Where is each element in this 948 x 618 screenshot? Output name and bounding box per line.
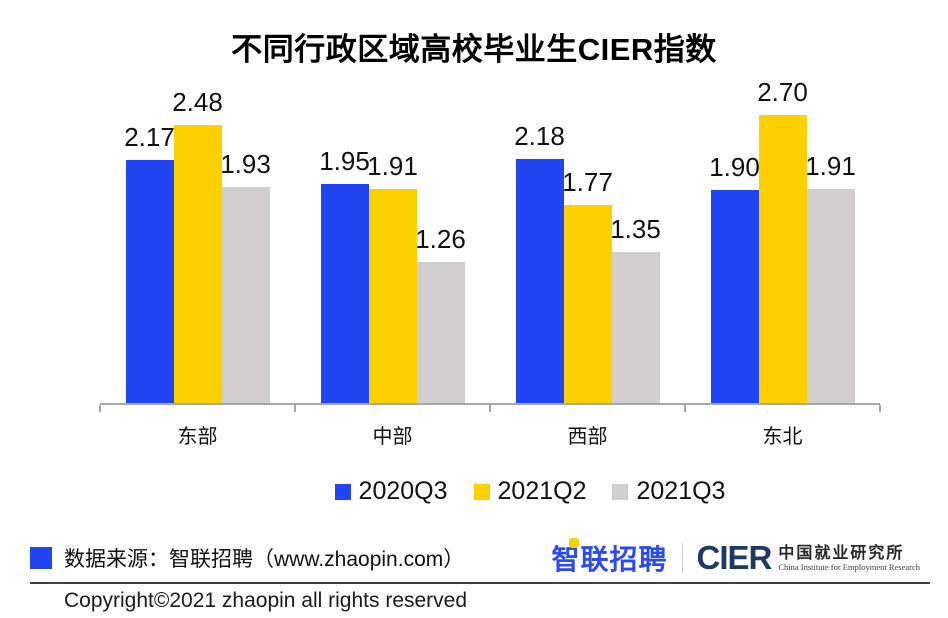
x-axis-line [99, 403, 881, 412]
bar [173, 125, 222, 403]
bar-group: 2.18 1.77 1.35 [490, 78, 685, 403]
x-axis-category-label: 西部 [567, 426, 608, 448]
legend-item: 2020Q3 [334, 477, 448, 506]
bar-value-label: 1.35 [610, 213, 661, 244]
x-axis-tick [99, 405, 101, 412]
legend-swatch [334, 483, 351, 500]
cier-logo-chinese-name: 中国就业研究所 [778, 544, 905, 562]
bar [611, 251, 660, 403]
bar [710, 190, 759, 403]
plot-area: 2.17 2.48 1.93 1.95 1.91 1.26 2.18 1.77 1.35 1.90… [100, 78, 880, 403]
bar-column: 1.77 [562, 78, 613, 403]
bar [125, 159, 174, 403]
bar-column: 1.91 [805, 78, 856, 403]
bar [320, 184, 369, 403]
copyright-text: Copyright©2021 zhaopin all rights reserv… [64, 589, 468, 612]
bar-column: 2.17 [124, 78, 175, 403]
bar-value-label: 2.70 [757, 77, 808, 107]
x-axis-category-label: 东北 [762, 426, 803, 448]
legend-label: 2021Q2 [497, 477, 587, 505]
cier-logo-text: CIER [696, 539, 773, 576]
footer-divider [30, 582, 930, 584]
bar [515, 158, 564, 403]
bar [806, 188, 855, 403]
x-axis-category-label: 中部 [372, 426, 413, 448]
x-axis-labels: 东部 中部 西部 东北 [100, 420, 880, 449]
bar-value-label: 1.90 [709, 152, 760, 183]
bar-column: 2.18 [514, 78, 565, 403]
bar-column: 1.93 [220, 78, 271, 403]
bar-value-label: 1.95 [319, 146, 370, 177]
legend-item: 2021Q3 [612, 477, 725, 506]
bar-column: 1.35 [610, 78, 661, 403]
logo-block: 智联招聘 CIER 中国就业研究所 China Institute for Em… [552, 538, 920, 578]
legend-item: 2021Q2 [473, 477, 587, 506]
source-text: 数据来源：智联招聘（www.zhaopin.com） [64, 548, 465, 571]
x-axis-tick [684, 405, 686, 412]
cier-logo-names: 中国就业研究所 China Institute for Employment R… [778, 545, 920, 572]
logo-separator [681, 543, 683, 573]
bar-value-label: 1.26 [415, 223, 466, 254]
bar-value-label: 1.77 [562, 166, 613, 197]
x-axis-tick [489, 405, 491, 412]
legend-label: 2021Q3 [636, 477, 726, 505]
chart-title: 不同行政区域高校毕业生CIER指数 [231, 32, 717, 67]
bar-column: 2.48 [172, 78, 223, 403]
bar-group: 1.95 1.91 1.26 [295, 78, 490, 403]
bar-column: 1.26 [415, 78, 466, 403]
source-bullet-square [30, 547, 52, 569]
bar-column: 2.70 [757, 77, 808, 403]
legend-swatch [612, 483, 629, 500]
bar-value-label: 2.48 [172, 87, 223, 118]
zhaopin-logo: 智联招聘 [552, 538, 668, 578]
cier-logo: CIER 中国就业研究所 China Institute for Employm… [696, 539, 920, 576]
cier-logo-english-name: China Institute for Employment Research [778, 561, 920, 572]
bar [758, 115, 807, 403]
bar [368, 188, 417, 403]
source-row: 数据来源：智联招聘（www.zhaopin.com） 智联招聘 CIER 中国就… [30, 538, 920, 575]
bar-column: 1.90 [709, 78, 760, 403]
bar [221, 186, 270, 403]
legend: 2020Q3 2021Q2 2021Q3 [140, 477, 920, 506]
bar-value-label: 2.18 [514, 120, 565, 151]
x-axis-category-label: 东部 [177, 426, 218, 448]
x-axis-tick [294, 405, 296, 412]
zhaopin-logo-text: 智联招聘 [551, 544, 668, 575]
bar [563, 204, 612, 403]
x-axis-tick [879, 405, 881, 412]
bar-value-label: 1.91 [367, 150, 418, 181]
bar-column: 1.91 [367, 78, 418, 403]
bar [416, 261, 465, 403]
bar-value-label: 1.91 [805, 150, 856, 181]
zhaopin-logo-yellow-dot-icon [568, 538, 579, 548]
legend-swatch [473, 483, 490, 500]
bar-column: 1.95 [319, 78, 370, 403]
bar-group: 1.90 2.70 1.91 [685, 78, 880, 403]
bar-group: 2.17 2.48 1.93 [100, 78, 295, 403]
legend-label: 2020Q3 [358, 477, 448, 505]
bar-value-label: 1.93 [220, 148, 271, 179]
bar-value-label: 2.17 [124, 121, 175, 152]
